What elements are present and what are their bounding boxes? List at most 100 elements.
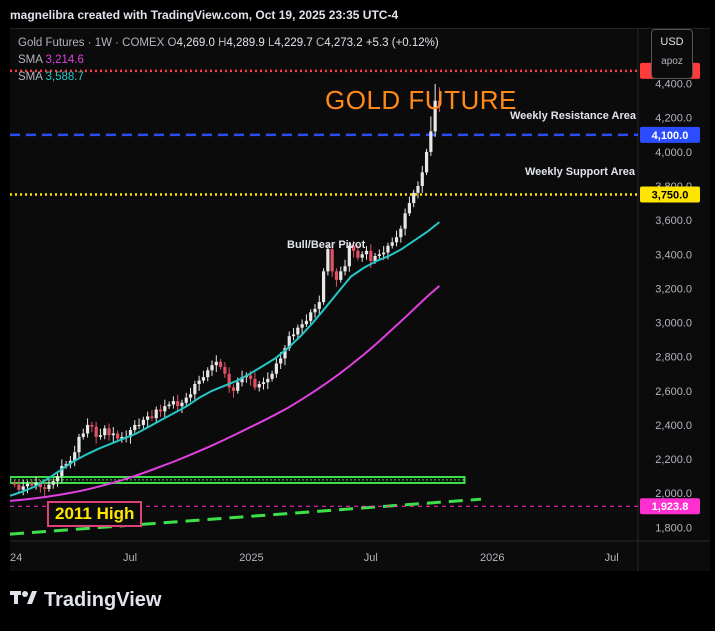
candle-body <box>201 377 206 381</box>
candle-body <box>30 483 34 486</box>
y-tick-label: 1,800.0 <box>655 522 692 534</box>
candle-body <box>291 334 296 337</box>
y-tick-label: 2,800.0 <box>655 352 692 364</box>
candle-body <box>103 428 107 436</box>
candle-body <box>77 436 81 453</box>
candle-body <box>210 365 214 371</box>
candle-body <box>424 151 429 173</box>
x-tick-label: Jul <box>123 552 137 564</box>
candle-body <box>167 404 171 407</box>
candle-body <box>330 249 334 272</box>
y-tick-label: 2,200.0 <box>655 454 692 466</box>
candle-body <box>223 366 227 374</box>
x-tick-label: 2024 <box>10 552 22 564</box>
candle-body <box>420 172 424 187</box>
candle-body <box>382 252 386 255</box>
candle-body <box>73 452 77 461</box>
candle-body <box>399 228 403 238</box>
support-annotation: Weekly Support Area <box>525 166 636 178</box>
candle-body <box>283 348 287 359</box>
high-value: 4,289.9 <box>226 37 265 49</box>
candle-body <box>313 308 317 313</box>
candle-body <box>163 406 167 412</box>
sma-slow-line <box>10 285 441 502</box>
tradingview-logo-icon <box>10 588 38 612</box>
candle-body <box>240 377 244 383</box>
resistance-annotation: Weekly Resistance Area <box>510 110 636 122</box>
y-tick-label: 4,200.0 <box>655 113 692 125</box>
candle-body <box>133 424 137 431</box>
chart-legend: Gold Futures · 1W · COMEX O4,269.0 H4,28… <box>18 35 439 86</box>
x-tick-label: 2026 <box>480 552 504 564</box>
long-term-trendline <box>10 497 482 536</box>
candle-body <box>377 254 381 256</box>
level-price-tag <box>640 126 700 143</box>
candle-body <box>13 482 17 485</box>
candle-body <box>300 324 304 328</box>
sma1-label: SMA <box>18 54 43 66</box>
candle-body <box>309 312 313 321</box>
candle-body <box>158 409 163 412</box>
sma2-value: 3,588.7 <box>45 71 84 83</box>
candle-body <box>369 250 373 262</box>
symbol-label[interactable]: Gold Futures · 1W · COMEX <box>18 37 165 49</box>
x-tick-label: 2025 <box>239 552 263 564</box>
candle-body <box>287 336 291 349</box>
level-price-label: 1,923.8 <box>652 501 689 513</box>
candle-body <box>116 433 120 439</box>
level-price-tag <box>640 186 700 203</box>
x-tick-label: Jul <box>364 552 378 564</box>
candle-body <box>188 394 193 398</box>
low-value: 4,229.7 <box>274 37 313 49</box>
y-tick-label: 3,400.0 <box>655 249 692 261</box>
candle-body <box>64 464 68 466</box>
candle-body <box>111 433 115 436</box>
candle-body <box>34 482 38 486</box>
candle-body <box>51 481 55 485</box>
candle-body <box>403 213 407 229</box>
scale-mode-label: apoz <box>661 56 683 67</box>
candle-body <box>94 426 98 437</box>
close-value: 4,273.2 <box>324 37 363 49</box>
close-label: C <box>315 37 325 49</box>
support-zone-rect <box>10 476 466 484</box>
candle-body <box>433 100 437 132</box>
open-value: 4,269.0 <box>176 37 215 49</box>
candle-body <box>394 237 399 243</box>
candle-body <box>360 254 364 258</box>
candle-body <box>47 484 51 489</box>
y-tick-label: 2,400.0 <box>655 420 692 432</box>
open-label: O <box>167 37 177 49</box>
level-price-tag <box>640 498 700 515</box>
legend-sma1-row[interactable]: SMA 3,214.6 <box>18 52 439 69</box>
candle-body <box>270 373 274 379</box>
candle-body <box>429 131 433 152</box>
candle-body <box>347 245 351 267</box>
legend-sma2-row[interactable]: SMA 3,588.7 <box>18 69 439 86</box>
candle-body <box>321 271 326 303</box>
change-value: +5.3 (+0.12%) <box>365 37 439 49</box>
candle-body <box>55 476 60 482</box>
candle-body <box>231 387 236 391</box>
sma2-label: SMA <box>18 71 43 83</box>
currency-scale-button[interactable]: USD apoz <box>651 29 693 79</box>
candle-body <box>257 383 261 388</box>
y-tick-label: 2,600.0 <box>655 386 692 398</box>
candle-body <box>437 100 442 106</box>
chart-frame[interactable]: 1,800.0 2,000.0 2,200.0 2,400.0 2,600.0 2,800… <box>10 28 710 571</box>
candle-body <box>107 428 111 436</box>
candle-body <box>214 361 218 366</box>
candle-body <box>154 409 158 419</box>
y-tick-label: 4,000.0 <box>655 147 692 159</box>
attribution-header: magnelibra created with TradingView.com,… <box>10 8 399 22</box>
candle-body <box>206 370 210 378</box>
candle-body <box>326 249 330 272</box>
candle-body <box>193 383 197 395</box>
high-label: H <box>218 37 227 49</box>
legend-ohlc-row: Gold Futures · 1W · COMEX O4,269.0 H4,28… <box>18 35 439 52</box>
candle-body <box>137 424 141 426</box>
candle-body <box>98 435 103 437</box>
candle-body <box>334 271 339 280</box>
candle-body <box>21 486 25 490</box>
tradingview-footer[interactable]: TradingView <box>10 588 161 612</box>
